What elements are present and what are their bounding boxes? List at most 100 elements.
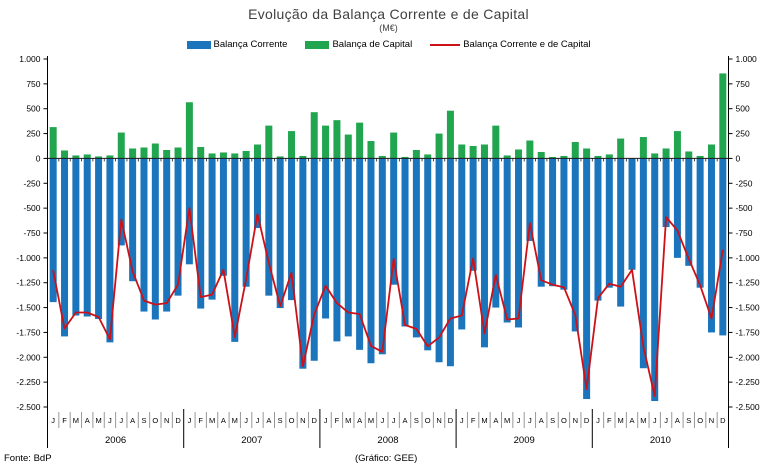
year-label: 2008 (377, 435, 398, 446)
bar-balanca-de-capital (129, 148, 137, 159)
bar-balanca-corrente (344, 158, 352, 337)
y-tick-label-left: 500 (26, 104, 40, 114)
legend-item-1: Balança de Capital (305, 39, 412, 50)
bar-balanca-corrente (49, 158, 57, 303)
bar-balanca-corrente (72, 158, 80, 316)
month-label: J (108, 416, 112, 425)
y-tick-label-right: -1.250 (736, 278, 760, 288)
month-label: M (618, 416, 624, 425)
bar-balanca-de-capital (401, 156, 409, 159)
chart-subtitle: (M€) (379, 23, 398, 33)
bar-balanca-de-capital (106, 155, 114, 159)
month-label: O (697, 416, 703, 425)
bar-balanca-corrente (435, 158, 443, 363)
bar-balanca-de-capital (151, 143, 159, 159)
bar-balanca-corrente (526, 158, 534, 241)
bar-balanca-de-capital (49, 127, 57, 159)
bar-balanca-de-capital (356, 122, 364, 159)
month-label: F (471, 416, 476, 425)
month-label: M (368, 416, 374, 425)
month-label: M (481, 416, 487, 425)
month-label: N (164, 416, 169, 425)
month-label: J (51, 416, 55, 425)
bar-balanca-corrente (367, 158, 375, 364)
bar-balanca-de-capital (719, 73, 727, 159)
bar-balanca-corrente (117, 158, 125, 246)
year-label: 2006 (105, 435, 126, 446)
bar-balanca-corrente (515, 158, 523, 328)
bar-balanca-corrente (583, 158, 591, 400)
y-tick-label-right: 500 (736, 104, 750, 114)
month-label: S (550, 416, 555, 425)
bar-balanca-de-capital (673, 131, 681, 159)
bar-balanca-corrente (628, 158, 636, 270)
bar-balanca-corrente (549, 158, 557, 287)
month-label: O (152, 416, 158, 425)
bar-balanca-de-capital (594, 155, 602, 159)
bar-balanca-corrente (469, 158, 477, 271)
bar-balanca-de-capital (480, 144, 488, 159)
bar-balanca-de-capital (503, 155, 511, 159)
y-tick-label-right: -1.500 (736, 303, 760, 313)
month-label: D (448, 416, 454, 425)
bar-balanca-de-capital (163, 149, 171, 159)
month-label: M (345, 416, 351, 425)
bar-balanca-de-capital (378, 155, 386, 159)
y-tick-label-left: 750 (26, 79, 40, 89)
y-tick-label-right: -1.750 (736, 327, 760, 337)
bar-balanca-corrente (503, 158, 511, 323)
bar-balanca-de-capital (117, 132, 125, 159)
legend: Balança Corrente Balança de Capital Balanç… (0, 39, 777, 50)
month-label: J (596, 416, 600, 425)
bar-balanca-corrente (140, 158, 148, 312)
bar-balanca-corrente (412, 158, 420, 338)
month-label: A (539, 416, 544, 425)
month-label: O (561, 416, 567, 425)
legend-item-0: Balança Corrente (186, 39, 288, 50)
bar-balanca-corrente (492, 158, 500, 308)
y-tick-label-right: 0 (736, 153, 741, 163)
y-tick-label-left: -750 (23, 228, 40, 238)
y-tick-label-left: -1.250 (16, 278, 40, 288)
bar-balanca-de-capital (412, 149, 420, 159)
bar-balanca-corrente (276, 158, 284, 309)
bar-balanca-de-capital (242, 150, 250, 159)
month-label: F (607, 416, 612, 425)
bar-balanca-corrente (480, 158, 488, 348)
month-label: N (709, 416, 714, 425)
legend-label: Balança Corrente (213, 39, 288, 50)
bar-balanca-corrente (378, 158, 386, 355)
bar-balanca-corrente (356, 158, 364, 350)
chart-title: Evolução da Balança Corrente e de Capita… (248, 6, 529, 22)
bar-balanca-corrente (61, 158, 69, 337)
bar-balanca-de-capital (515, 149, 523, 159)
bar-balanca-corrente (446, 158, 454, 367)
bar-balanca-de-capital (685, 151, 693, 159)
year-label: 2009 (514, 435, 535, 446)
bar-balanca-corrente (401, 158, 409, 327)
month-label: S (414, 416, 419, 425)
y-tick-label-left: -2.250 (16, 377, 40, 387)
legend-label: Balança de Capital (332, 39, 413, 50)
bar-balanca-de-capital (265, 125, 273, 159)
bar-balanca-corrente (617, 158, 625, 307)
bar-balanca-de-capital (61, 150, 69, 159)
bar-balanca-de-capital (583, 148, 591, 159)
month-label: M (209, 416, 215, 425)
bar-balanca-corrente (106, 158, 114, 343)
bar-balanca-corrente (707, 158, 715, 333)
legend-swatch-line-icon (430, 43, 461, 46)
bar-balanca-corrente (605, 158, 613, 288)
bar-balanca-corrente (333, 158, 341, 342)
bar-balanca-corrente (242, 158, 250, 287)
bar-balanca-corrente (265, 158, 273, 296)
bar-balanca-corrente (685, 158, 693, 266)
month-label: J (256, 416, 260, 425)
y-tick-label-left: -1.500 (16, 303, 40, 313)
month-label: A (266, 416, 271, 425)
bar-balanca-de-capital (571, 142, 579, 159)
month-label: F (62, 416, 67, 425)
month-label: D (312, 416, 318, 425)
bar-balanca-de-capital (276, 156, 284, 159)
month-label: A (493, 416, 498, 425)
